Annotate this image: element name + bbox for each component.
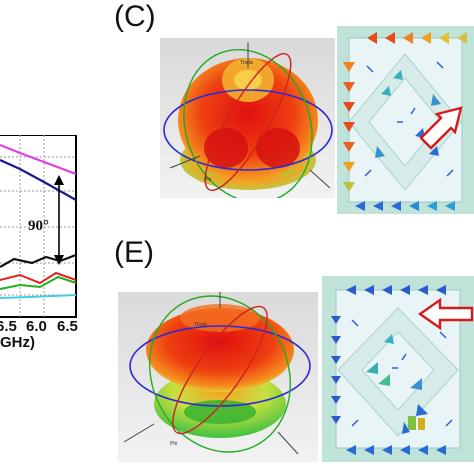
phase-diff-arrow xyxy=(54,175,64,265)
radiation-pattern-e: Theta Phi xyxy=(118,292,318,462)
bottom-edge-arrows xyxy=(355,201,455,211)
radiation-pattern-c: Theta Phi xyxy=(160,38,335,198)
cyan-series-line xyxy=(0,294,77,299)
plot-grid xyxy=(0,135,76,317)
top-edge-arrows xyxy=(367,32,467,44)
panel-label-c: (C) xyxy=(114,0,156,33)
current-field-c xyxy=(337,26,474,214)
x-tick-label: 6.5 xyxy=(0,318,17,335)
y-axis xyxy=(309,169,331,189)
bottom-edge-arrows xyxy=(346,445,446,455)
elevation-ring xyxy=(149,295,291,453)
green-dimple xyxy=(184,400,256,424)
elevation-ring xyxy=(183,48,313,198)
theta-label: Theta xyxy=(240,60,253,66)
azimuth-ring xyxy=(163,89,333,171)
black-series-line xyxy=(0,253,77,268)
direction-arrow xyxy=(417,297,474,331)
diamond-arrows xyxy=(366,334,428,434)
green-vector xyxy=(408,416,416,430)
green-series-line xyxy=(0,275,77,290)
field-highlights xyxy=(408,416,425,430)
scatter-arrows xyxy=(364,61,454,177)
scatter-arrows xyxy=(351,319,453,427)
theta-label: Theta xyxy=(194,322,207,328)
phi-ring xyxy=(204,53,292,191)
left-edge-arrows xyxy=(343,62,355,192)
magenta-series-line xyxy=(0,143,77,176)
phase-plot xyxy=(0,135,77,318)
panel-label-e: (E) xyxy=(114,236,154,269)
x-tick-label: 6.0 xyxy=(26,318,47,335)
yellow-vector xyxy=(418,418,425,430)
phi-ring xyxy=(172,305,268,435)
left-edge-arrows xyxy=(331,316,341,424)
x-axis xyxy=(123,423,155,443)
x-axis-label-fragment: GHz) xyxy=(0,334,35,351)
y-axis xyxy=(277,431,299,455)
direction-arrow xyxy=(419,106,463,150)
phi-label: Phi xyxy=(170,441,177,447)
phi-label: Phi xyxy=(204,177,211,183)
current-field-e xyxy=(322,276,474,462)
x-tick-label: 6.5 xyxy=(57,318,78,335)
red-series-line xyxy=(0,271,77,285)
x-axis xyxy=(169,155,201,169)
navy-series-line xyxy=(0,158,77,201)
top-edge-arrows xyxy=(346,285,446,295)
phase-annotation: 90° xyxy=(28,218,49,234)
